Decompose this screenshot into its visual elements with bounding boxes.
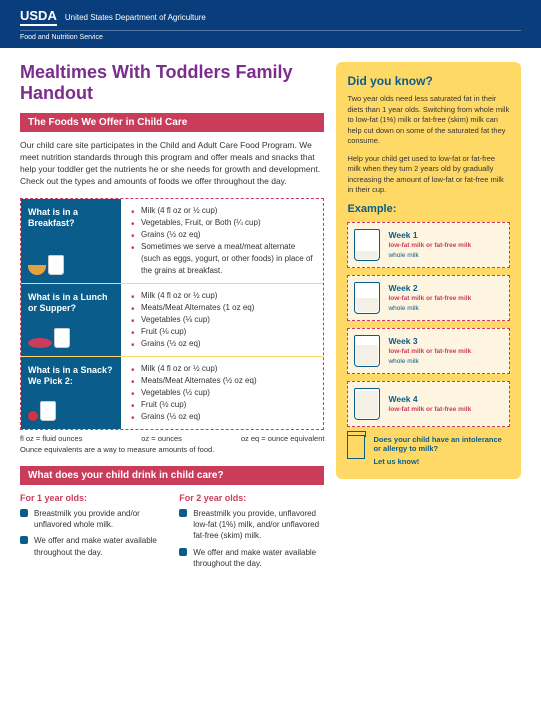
sidebar-text-1: Two year olds need less saturated fat in… — [347, 94, 510, 147]
cup-icon — [354, 335, 380, 367]
usda-logo: USDA — [20, 8, 57, 26]
meals-table: What is in a Breakfast? Milk (4 fl oz or… — [20, 198, 324, 430]
milk-carton-icon — [347, 435, 365, 459]
lowfat-label: low-fat milk or fat-free milk — [388, 348, 503, 356]
cup-icon — [354, 229, 380, 261]
header: USDA United States Department of Agricul… — [0, 0, 541, 48]
drink-columns: For 1 year olds: Breastmilk you provide … — [20, 493, 324, 574]
lowfat-label: low-fat milk or fat-free milk — [388, 295, 503, 303]
dept-name: United States Department of Agriculture — [65, 13, 206, 22]
ounce-note: Ounce equivalents are a way to measure a… — [20, 445, 324, 454]
meal-icon — [28, 320, 114, 348]
drink-age-heading: For 2 year olds: — [179, 493, 324, 503]
sidebar: Did you know? Two year olds need less sa… — [336, 62, 521, 479]
sidebar-text-2: Help your child get used to low-fat or f… — [347, 154, 510, 196]
meal-items: Milk (4 fl oz or ½ cup)Meats/Meat Altern… — [121, 357, 323, 429]
meal-question: What is in a Snack? We Pick 2: — [21, 357, 121, 429]
lowfat-label: low-fat milk or fat-free milk — [388, 242, 503, 250]
meal-row: What is in a Snack? We Pick 2: Milk (4 f… — [21, 357, 323, 429]
meal-items: Milk (4 fl oz or ½ cup)Vegetables, Fruit… — [121, 199, 323, 283]
week-title: Week 2 — [388, 283, 503, 293]
week-title: Week 1 — [388, 230, 503, 240]
meal-icon — [28, 393, 114, 421]
drink-column: For 1 year olds: Breastmilk you provide … — [20, 493, 165, 574]
legend: fl oz = fluid ounces oz = ounces oz eq =… — [20, 434, 324, 443]
drink-item: Breastmilk you provide, unflavored low-f… — [179, 508, 324, 542]
section-band-drinks: What does your child drink in child care… — [20, 466, 324, 485]
meal-question: What is in a Breakfast? — [21, 199, 121, 283]
allergy-callout: Does your child have an intolerance or a… — [347, 435, 510, 467]
wholemilk-label: whole milk — [388, 358, 503, 365]
section-band-foods: The Foods We Offer in Child Care — [20, 113, 324, 132]
meal-question: What is in a Lunch or Supper? — [21, 284, 121, 356]
cup-icon — [354, 388, 380, 420]
service-name: Food and Nutrition Service — [20, 30, 521, 44]
week-box: Week 3 low-fat milk or fat-free milk who… — [347, 328, 510, 374]
sidebar-heading: Did you know? — [347, 74, 510, 88]
drink-item: We offer and make water available throug… — [20, 535, 165, 557]
drink-age-heading: For 1 year olds: — [20, 493, 165, 503]
meal-icon — [28, 247, 114, 275]
week-box: Week 2 low-fat milk or fat-free milk who… — [347, 275, 510, 321]
meal-row: What is in a Breakfast? Milk (4 fl oz or… — [21, 199, 323, 284]
wholemilk-label: whole milk — [388, 252, 503, 259]
cup-icon — [354, 282, 380, 314]
wholemilk-label: whole milk — [388, 305, 503, 312]
drink-item: We offer and make water available throug… — [179, 547, 324, 569]
week-box: Week 4 low-fat milk or fat-free milk — [347, 381, 510, 427]
drink-column: For 2 year olds: Breastmilk you provide,… — [179, 493, 324, 574]
example-heading: Example: — [347, 203, 510, 215]
intro-text: Our child care site participates in the … — [20, 140, 324, 188]
meal-items: Milk (4 fl oz or ½ cup)Meats/Meat Altern… — [121, 284, 323, 356]
week-box: Week 1 low-fat milk or fat-free milk who… — [347, 222, 510, 268]
allergy-question: Does your child have an intolerance or a… — [373, 435, 510, 455]
allergy-cta: Let us know! — [373, 457, 510, 467]
meal-row: What is in a Lunch or Supper? Milk (4 fl… — [21, 284, 323, 357]
page-title: Mealtimes With Toddlers Family Handout — [20, 62, 324, 103]
week-title: Week 4 — [388, 394, 503, 404]
week-title: Week 3 — [388, 336, 503, 346]
lowfat-label: low-fat milk or fat-free milk — [388, 406, 503, 414]
drink-item: Breastmilk you provide and/or unflavored… — [20, 508, 165, 530]
